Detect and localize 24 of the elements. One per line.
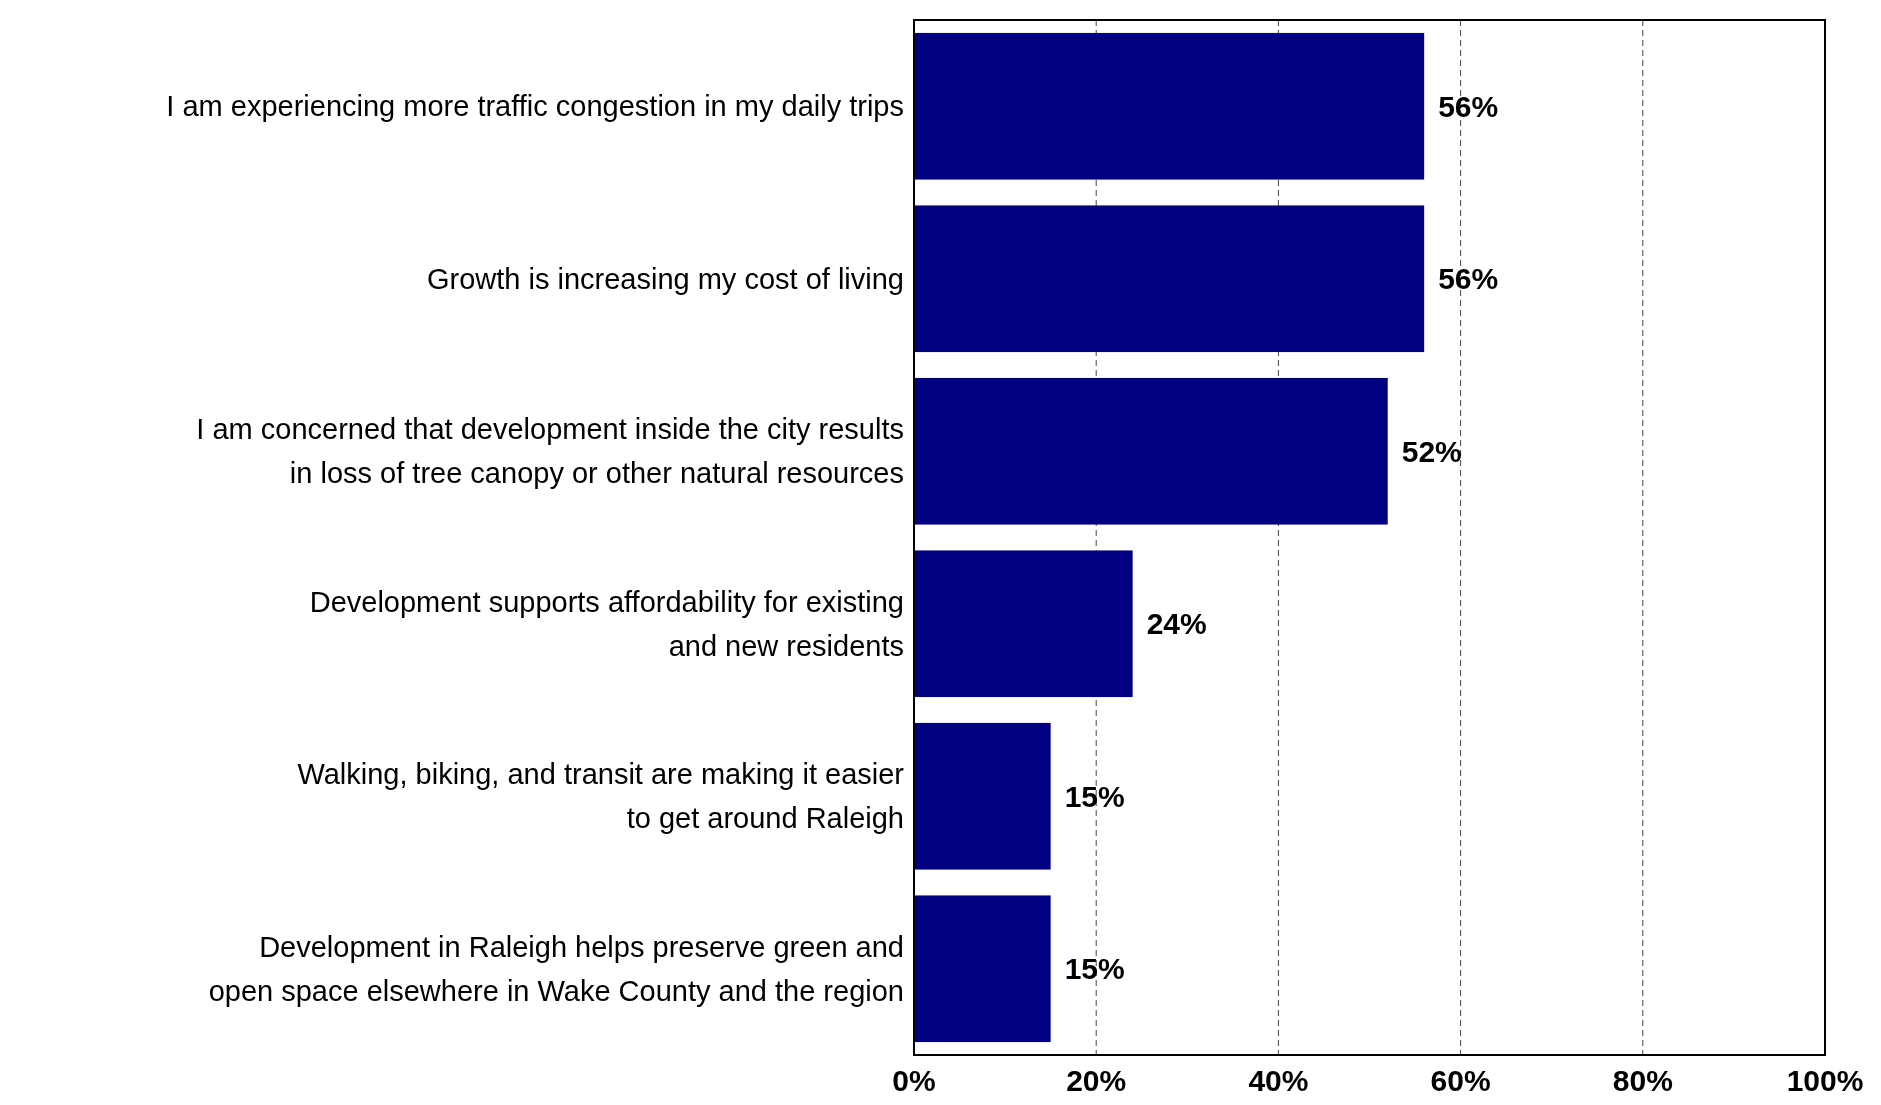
x-tick-label: 100% <box>1786 1064 1864 1097</box>
y-tick-label: I am experiencing more traffic congestion in my daily trips <box>166 90 904 123</box>
data-label: 56% <box>1438 89 1499 123</box>
x-tick-label: 40% <box>1248 1064 1309 1097</box>
data-label: 52% <box>1401 434 1462 468</box>
bar <box>914 205 1425 353</box>
bar <box>914 722 1051 870</box>
x-tick-label: 80% <box>1612 1064 1673 1097</box>
y-tick-label: I am concerned that development inside the city results in loss of tree canopy or other natural resources <box>196 413 904 490</box>
data-label: 15% <box>1064 779 1125 813</box>
data-label: 56% <box>1438 262 1499 296</box>
bar <box>914 32 1425 180</box>
x-tick-label: 0% <box>892 1064 936 1097</box>
y-tick-label: Walking, biking, and transit are making it easier to get around Raleigh <box>297 758 905 835</box>
bar <box>914 895 1051 1043</box>
y-tick-label: Development supports affordability for existing and new residents <box>309 585 904 662</box>
y-tick-label: Development in Raleigh helps preserve green and open space elsewhere in Wake County and the region <box>208 930 904 1007</box>
y-tick-label: Growth is increasing my cost of living <box>426 262 904 295</box>
data-label: 24% <box>1146 607 1207 641</box>
x-tick-label: 20% <box>1066 1064 1127 1097</box>
bar <box>914 550 1133 698</box>
bar <box>914 377 1388 525</box>
x-tick-label: 60% <box>1430 1064 1491 1097</box>
data-label: 15% <box>1064 952 1125 986</box>
